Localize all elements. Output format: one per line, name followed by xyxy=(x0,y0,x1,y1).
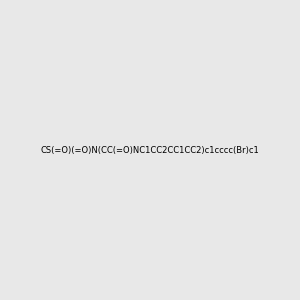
Text: CS(=O)(=O)N(CC(=O)NC1CC2CC1CC2)c1cccc(Br)c1: CS(=O)(=O)N(CC(=O)NC1CC2CC1CC2)c1cccc(Br… xyxy=(40,146,260,154)
